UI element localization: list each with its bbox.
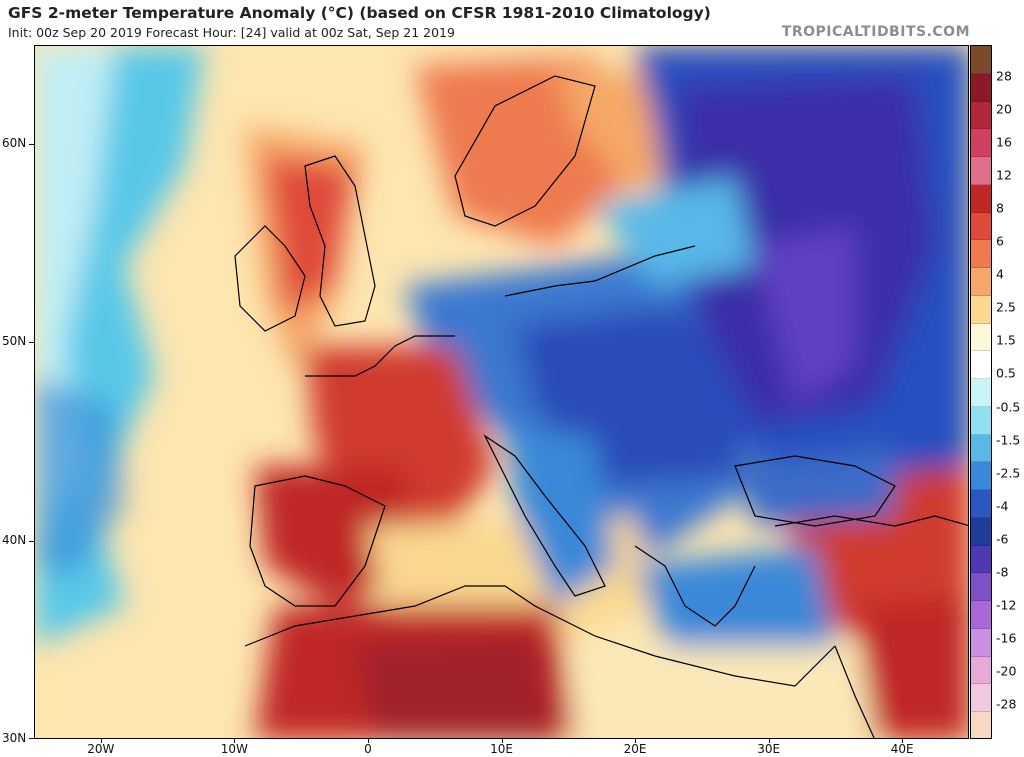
lat-tick [29,540,34,542]
lat-tick-label: 60N [2,136,27,151]
coastlines [234,75,968,738]
colorbar-swatch [971,129,991,157]
colorbar-label: -16 [996,630,1017,646]
lon-tick [367,739,369,743]
lon-tick-label: 10E [490,742,513,756]
colorbar-label: 1.5 [996,332,1016,348]
colorbar-label: -12 [996,597,1017,613]
colorbar-swatch [971,212,991,241]
colorbar-swatch [971,684,991,712]
colorbar-swatch [971,712,991,738]
colorbar-swatch [971,545,991,574]
lat-tick [29,738,34,739]
lat-tick-label: 30N [2,731,27,745]
lon-tick-label: 20W [87,742,115,756]
colorbar-label: -6 [996,531,1009,547]
colorbar-label: 20 [996,101,1012,117]
colorbar-swatch [971,406,991,435]
colorbar-label: 4 [996,266,1004,282]
lat-tick-label: 50N [2,334,27,349]
lon-tick-label: 0 [364,742,372,756]
lat-tick [29,342,34,344]
lon-tick-label: 30E [757,742,781,756]
colorbar-label: 0.5 [996,365,1016,381]
lon-tick [902,739,904,743]
colorbar-swatch [971,573,991,601]
colorbar-swatch [971,462,991,490]
colorbar-label: -1.5 [996,432,1021,448]
colorbar-label: -2.5 [996,465,1021,481]
map-subtitle: Init: 00z Sep 20 2019 Forecast Hour: [24… [8,25,455,40]
colorbar [970,45,992,739]
lon-tick [501,739,503,743]
colorbar-label: -0.5 [996,399,1021,415]
colorbar-swatch [971,434,991,463]
colorbar-swatch [971,240,991,268]
colorbar-swatch [971,268,991,296]
lon-tick-label: 10W [220,742,248,756]
lon-tick-label: 20E [623,742,647,756]
brand-watermark: TROPICALTIDBITS.COM [781,24,970,40]
colorbar-label: 16 [996,134,1012,150]
colorbar-swatch [971,656,991,685]
lon-tick [100,739,102,743]
colorbar-swatch [971,517,991,546]
colorbar-swatch [971,628,991,657]
map-title: GFS 2-meter Temperature Anomaly (°C) (ba… [8,4,711,22]
colorbar-label: 28 [996,68,1012,84]
colorbar-label: -4 [996,498,1009,514]
colorbar-label: -28 [996,696,1017,712]
anomaly-field [35,46,968,738]
colorbar-swatch [971,351,991,379]
colorbar-swatch [971,73,991,102]
colorbar-swatch [971,101,991,130]
colorbar-swatch [971,46,991,74]
lon-tick [768,739,770,743]
lat-tick-label: 40N [2,532,27,547]
colorbar-swatch [971,157,991,185]
colorbar-label: 8 [996,200,1004,216]
colorbar-label: 2.5 [996,299,1016,315]
colorbar-label: 6 [996,233,1004,249]
colorbar-label: 12 [996,167,1012,183]
colorbar-swatch [971,184,991,213]
colorbar-swatch [971,295,991,324]
lat-tick [29,144,34,146]
colorbar-swatch [971,323,991,352]
colorbar-label: -20 [996,663,1017,679]
colorbar-swatch [971,490,991,518]
colorbar-label: -8 [996,564,1009,580]
colorbar-swatch [971,601,991,629]
lon-tick [234,739,236,743]
lon-tick [635,739,637,743]
lon-tick-label: 40E [890,742,914,756]
colorbar-swatch [971,379,991,407]
map-canvas [35,46,968,738]
anomaly-map [34,45,969,739]
